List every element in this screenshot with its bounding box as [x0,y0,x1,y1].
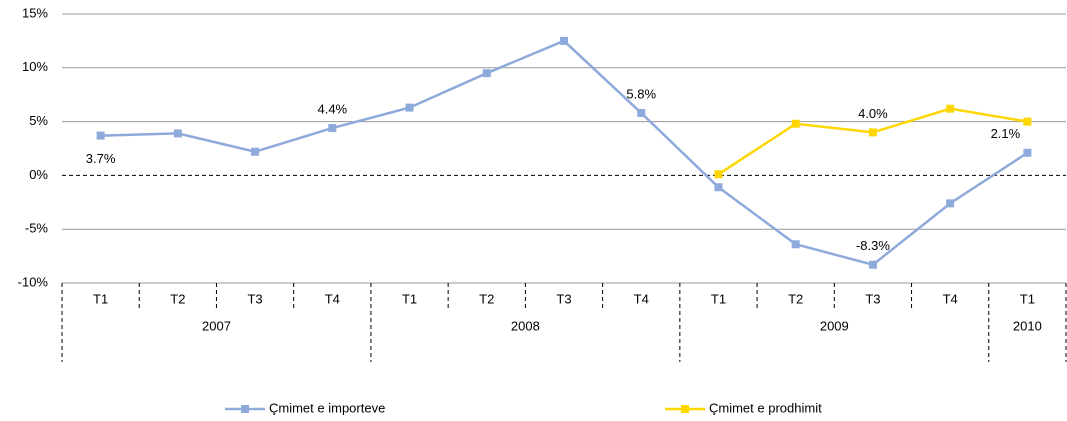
y-tick-label: -5% [25,221,49,236]
y-tick-label: 5% [29,113,48,128]
x-tick-label: T1 [1020,291,1035,306]
point-marker [791,119,800,128]
x-tick-label: T1 [93,291,108,306]
x-tick-label: T4 [943,291,958,306]
series-line [100,39,1029,267]
y-tick-label: -10% [18,274,49,289]
x-tick-label: T3 [865,291,880,306]
legend-marker [241,405,249,413]
data-label: -8.3% [856,238,890,253]
data-label: 5.8% [626,86,656,101]
x-tick-label: T2 [479,291,494,306]
year-label: 2008 [511,318,540,333]
point-marker [714,170,723,179]
year-label: 2007 [202,318,231,333]
x-tick-label: T4 [325,291,340,306]
point-marker [868,260,877,269]
point-marker [405,103,414,112]
point-marker [868,128,877,137]
legend-label: Çmimet e prodhimit [709,400,822,415]
legend-marker [681,405,689,413]
x-tick-label: T2 [170,291,185,306]
year-label: 2009 [820,318,849,333]
data-label: 2.1% [991,126,1021,141]
y-tick-label: 15% [22,5,48,20]
x-tick-label: T1 [711,291,726,306]
legend-label: Çmimet e importeve [269,400,385,415]
point-marker [714,183,723,192]
point-marker [96,131,105,140]
year-label: 2010 [1013,318,1042,333]
data-label: 4.4% [317,101,347,116]
point-marker [482,69,491,78]
x-tick-label: T4 [634,291,649,306]
data-label: 3.7% [86,151,116,166]
point-marker [173,129,182,138]
point-marker [1023,148,1032,157]
point-marker [637,108,646,117]
data-label: 4.0% [858,106,888,121]
x-tick-label: T3 [556,291,571,306]
x-tick-label: T3 [247,291,262,306]
y-tick-label: 0% [29,167,48,182]
point-marker [328,124,337,133]
x-tick-label: T1 [402,291,417,306]
point-marker [560,36,568,45]
point-marker [946,199,955,208]
point-marker [1023,117,1032,126]
point-marker [791,240,800,249]
point-marker [946,104,955,113]
y-tick-label: 10% [22,59,48,74]
x-tick-label: T2 [788,291,803,306]
point-marker [251,147,260,156]
